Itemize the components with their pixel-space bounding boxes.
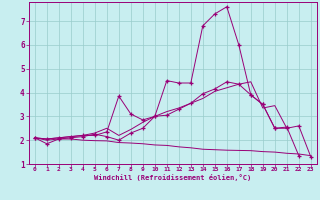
X-axis label: Windchill (Refroidissement éolien,°C): Windchill (Refroidissement éolien,°C) [94, 174, 252, 181]
